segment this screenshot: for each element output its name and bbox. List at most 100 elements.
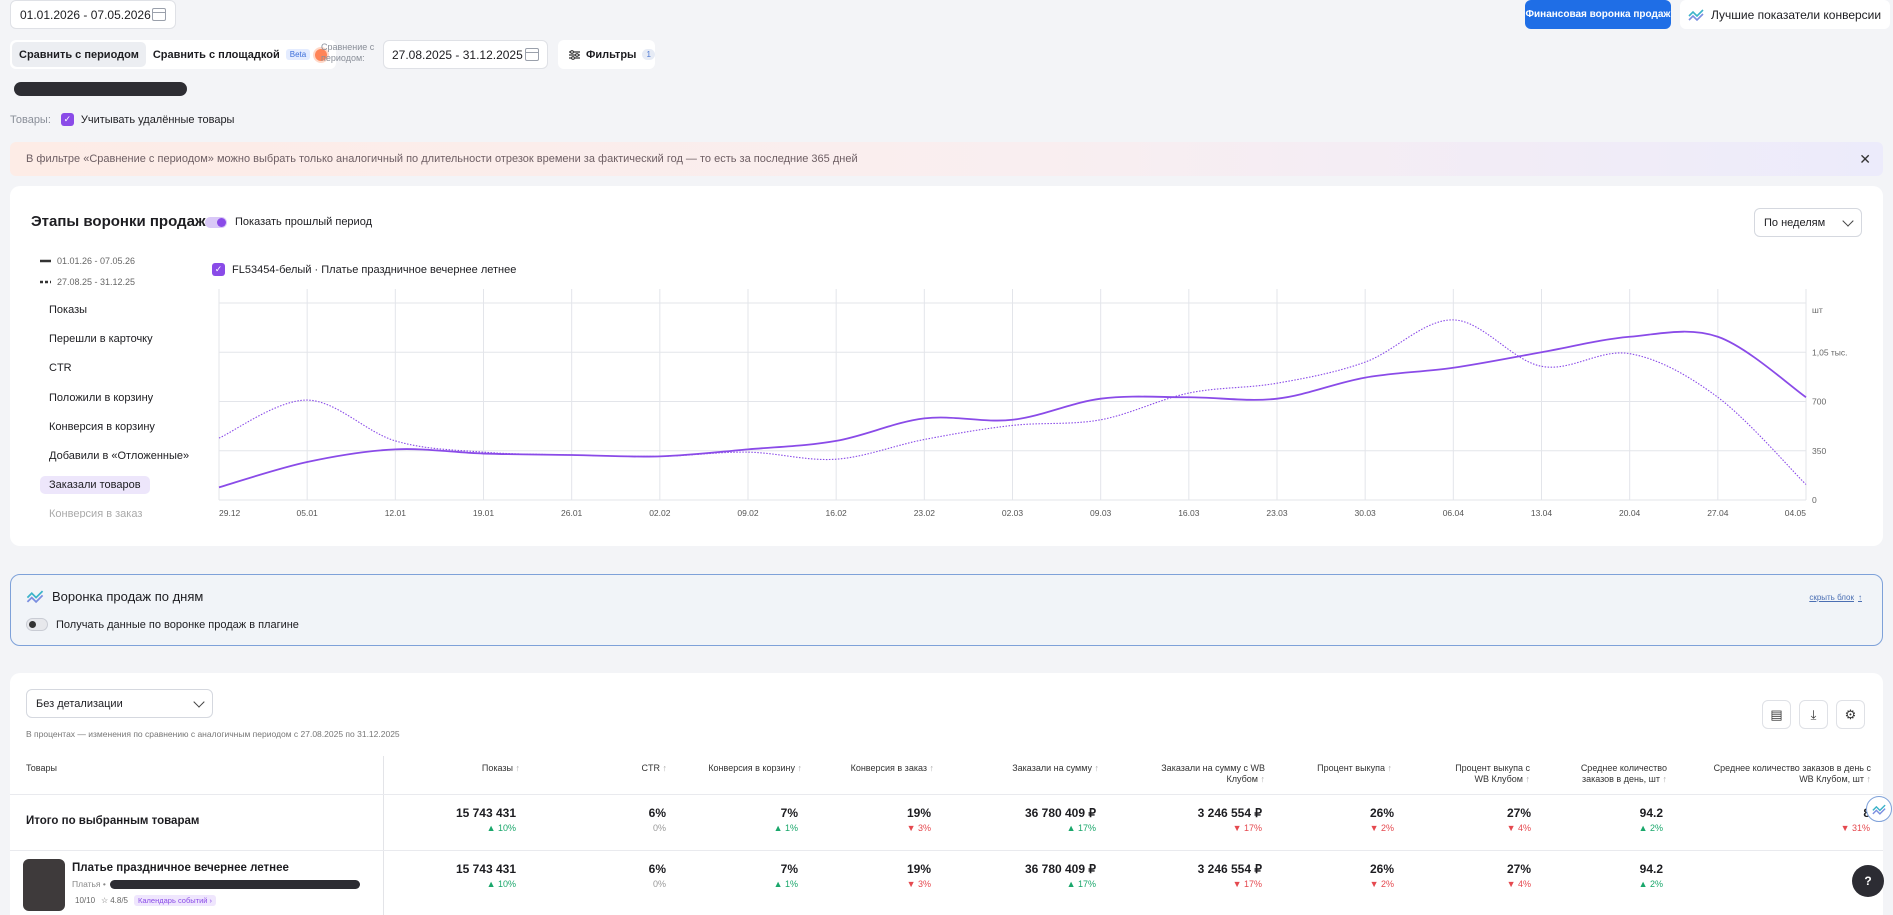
info-banner: В фильтре «Сравнение с периодом» можно в… — [10, 142, 1883, 176]
compare-with-period-tab[interactable]: Сравнить с периодом — [12, 42, 146, 67]
column-header[interactable]: Среднее количество заказов в день с WB К… — [1701, 763, 1871, 785]
detail-select-value: Без детализации — [36, 697, 123, 710]
y-tick-label: 1,05 тыс. — [1812, 347, 1848, 357]
series-line-previous — [218, 319, 1807, 485]
cell-delta: ▲ 17% — [1066, 823, 1096, 833]
period-select[interactable]: По неделям — [1754, 208, 1862, 237]
export-sheet-button[interactable]: ▤ — [1762, 700, 1791, 729]
settings-button[interactable]: ⚙ — [1836, 700, 1865, 729]
hide-block-link[interactable]: скрыть блок ↑ — [1809, 593, 1862, 602]
column-header[interactable]: Среднее количество заказов в день, шт ↑ — [1557, 763, 1667, 785]
y-tick-label: 700 — [1812, 397, 1826, 407]
goods-column-header: Товары — [26, 763, 57, 773]
compare-with-marketplace-tab[interactable]: Сравнить с площадкой Beta — [146, 42, 334, 67]
sort-icon: ↑ — [1522, 774, 1530, 784]
column-header[interactable]: Заказали на сумму с WB Клубом ↑ — [1155, 763, 1265, 785]
sales-by-day-card: Воронка продаж по дням скрыть блок ↑ Пол… — [10, 574, 1883, 646]
x-tick-label: 04.05 — [1785, 508, 1807, 518]
product-series-label: FL53454-белый · Платье праздничное вечер… — [232, 263, 517, 276]
stage-item[interactable]: Конверсия в корзину — [49, 421, 155, 433]
x-tick-label: 09.02 — [737, 508, 759, 518]
download-button[interactable]: ⤓ — [1799, 700, 1828, 729]
plugin-toggle-group: Получать данные по воронке продаж в плаг… — [26, 618, 299, 631]
sales-by-day-header: Воронка продаж по дням — [26, 589, 203, 604]
financial-funnel-button[interactable]: Финансовая воронка продаж — [1525, 0, 1671, 29]
sort-icon: ↑ — [1091, 763, 1099, 773]
help-button[interactable]: ? — [1852, 865, 1884, 897]
cell-value: 3 246 554 ₽ — [1197, 862, 1262, 876]
stage-item[interactable]: CTR — [49, 362, 72, 374]
solid-line-icon — [40, 259, 51, 263]
column-header[interactable]: CTR ↑ — [597, 763, 667, 774]
close-icon[interactable]: ✕ — [1859, 151, 1871, 167]
cell-delta: ▲ 1% — [773, 823, 798, 833]
deleted-goods-label: Учитывать удалённые товары — [80, 113, 235, 126]
total-row-label: Итого по выбранным товарам — [26, 815, 200, 827]
detail-select[interactable]: Без детализации — [26, 689, 213, 718]
product-cell: 94.2 ▲ 2% — [1523, 862, 1663, 889]
goods-options: Товары: ✓ Учитывать удалённые товары — [10, 113, 234, 126]
legend-prev-label: 27.08.25 - 31.12.25 — [57, 277, 136, 287]
stage-item[interactable]: Добавили в «Отложенные» — [49, 450, 190, 462]
compare-date-picker[interactable]: 27.08.2025 - 31.12.2025 — [383, 40, 548, 69]
x-tick-label: 13.04 — [1531, 508, 1553, 518]
column-header-label: Заказали на сумму — [1012, 763, 1092, 773]
show-prev-label: Показать прошлый период — [235, 216, 372, 228]
product-thumbnail[interactable] — [23, 859, 65, 911]
x-tick-label: 09.03 — [1090, 508, 1112, 518]
x-tick-label: 05.01 — [297, 508, 319, 518]
row-divider — [10, 850, 1883, 851]
calendar-icon — [152, 8, 166, 21]
column-header[interactable]: Процент выкупа ↑ — [1292, 763, 1392, 774]
cell-delta: ▲ 10% — [486, 823, 516, 833]
stage-item[interactable]: Перешли в карточку — [49, 333, 153, 345]
table-note: В процентах — изменения по сравнению с а… — [26, 729, 400, 739]
cell-delta: 0% — [652, 879, 666, 889]
total-cell: 8 ▼ 31% — [1730, 806, 1870, 833]
product-cell: 7% ▲ 1% — [658, 862, 798, 889]
column-header[interactable]: Конверсия в заказ ↑ — [824, 763, 934, 774]
goods-label: Товары: — [10, 113, 51, 126]
cell-value: 36 780 409 ₽ — [1024, 806, 1096, 820]
plugin-float-button[interactable] — [1866, 796, 1892, 822]
sheet-icon: ▤ — [1770, 706, 1783, 722]
plugin-toggle-label: Получать данные по воронке продаж в плаг… — [56, 618, 299, 631]
stage-item[interactable]: Показы — [49, 304, 88, 316]
column-header[interactable]: Показы ↑ — [420, 763, 520, 774]
compare-mode-switch: Сравнить с периодом Сравнить с площадкой… — [10, 40, 337, 69]
cell-delta: 0% — [652, 823, 666, 833]
chevron-down-icon — [193, 695, 205, 708]
legend-current-label: 01.01.26 - 07.05.26 — [57, 256, 136, 266]
row-divider — [10, 794, 1883, 795]
calendar-events-tag[interactable]: Календарь событий › — [134, 895, 217, 906]
deleted-goods-checkbox[interactable]: ✓ — [60, 113, 74, 126]
show-prev-toggle[interactable] — [205, 216, 227, 228]
product-series-checkbox[interactable]: ✓ — [212, 263, 225, 276]
product-name[interactable]: Платье праздничное вечернее летнее — [72, 862, 289, 874]
funnel-chart: 0 350 700 1,05 тыс. шт 29.12 05.01 12.01 19.01 26… — [218, 289, 1848, 518]
conversion-icon — [1872, 804, 1886, 815]
stage-item-active[interactable]: Заказали товаров — [40, 476, 150, 494]
stage-item[interactable]: Конверсия в заказ — [49, 508, 143, 518]
total-cell: 6% 0% — [526, 806, 666, 833]
filters-button[interactable]: Фильтры 1 — [558, 40, 655, 69]
product-cell: 36 780 409 ₽ ▲ 17% — [956, 862, 1096, 889]
column-header[interactable]: Процент выкупа с WB Клубом ↑ — [1440, 763, 1530, 785]
cell-delta: ▲ 10% — [486, 879, 516, 889]
date-range-value: 01.01.2026 - 07.05.2026 — [20, 7, 151, 22]
column-header[interactable]: Конверсия в корзину ↑ — [682, 763, 802, 774]
sort-icon: ↑ — [926, 763, 934, 773]
cell-delta: ▼ 4% — [1506, 823, 1531, 833]
sort-icon: ↑ — [1863, 774, 1871, 784]
sort-icon: ↑ — [1659, 774, 1667, 784]
x-tick-label: 02.02 — [649, 508, 671, 518]
best-conversion-button[interactable]: Лучшие показатели конверсии — [1680, 0, 1890, 29]
column-header-label: Конверсия в заказ — [850, 763, 927, 773]
product-series-toggle: ✓ FL53454-белый · Платье праздничное веч… — [212, 263, 516, 276]
cell-value: 94.2 — [1639, 806, 1663, 820]
column-header[interactable]: Заказали на сумму ↑ — [969, 763, 1099, 774]
date-range-picker[interactable]: 01.01.2026 - 07.05.2026 — [10, 0, 176, 29]
stage-item[interactable]: Положили в корзину — [49, 392, 154, 404]
legend-current: 01.01.26 - 07.05.26 — [40, 256, 135, 266]
plugin-toggle[interactable] — [26, 618, 48, 631]
